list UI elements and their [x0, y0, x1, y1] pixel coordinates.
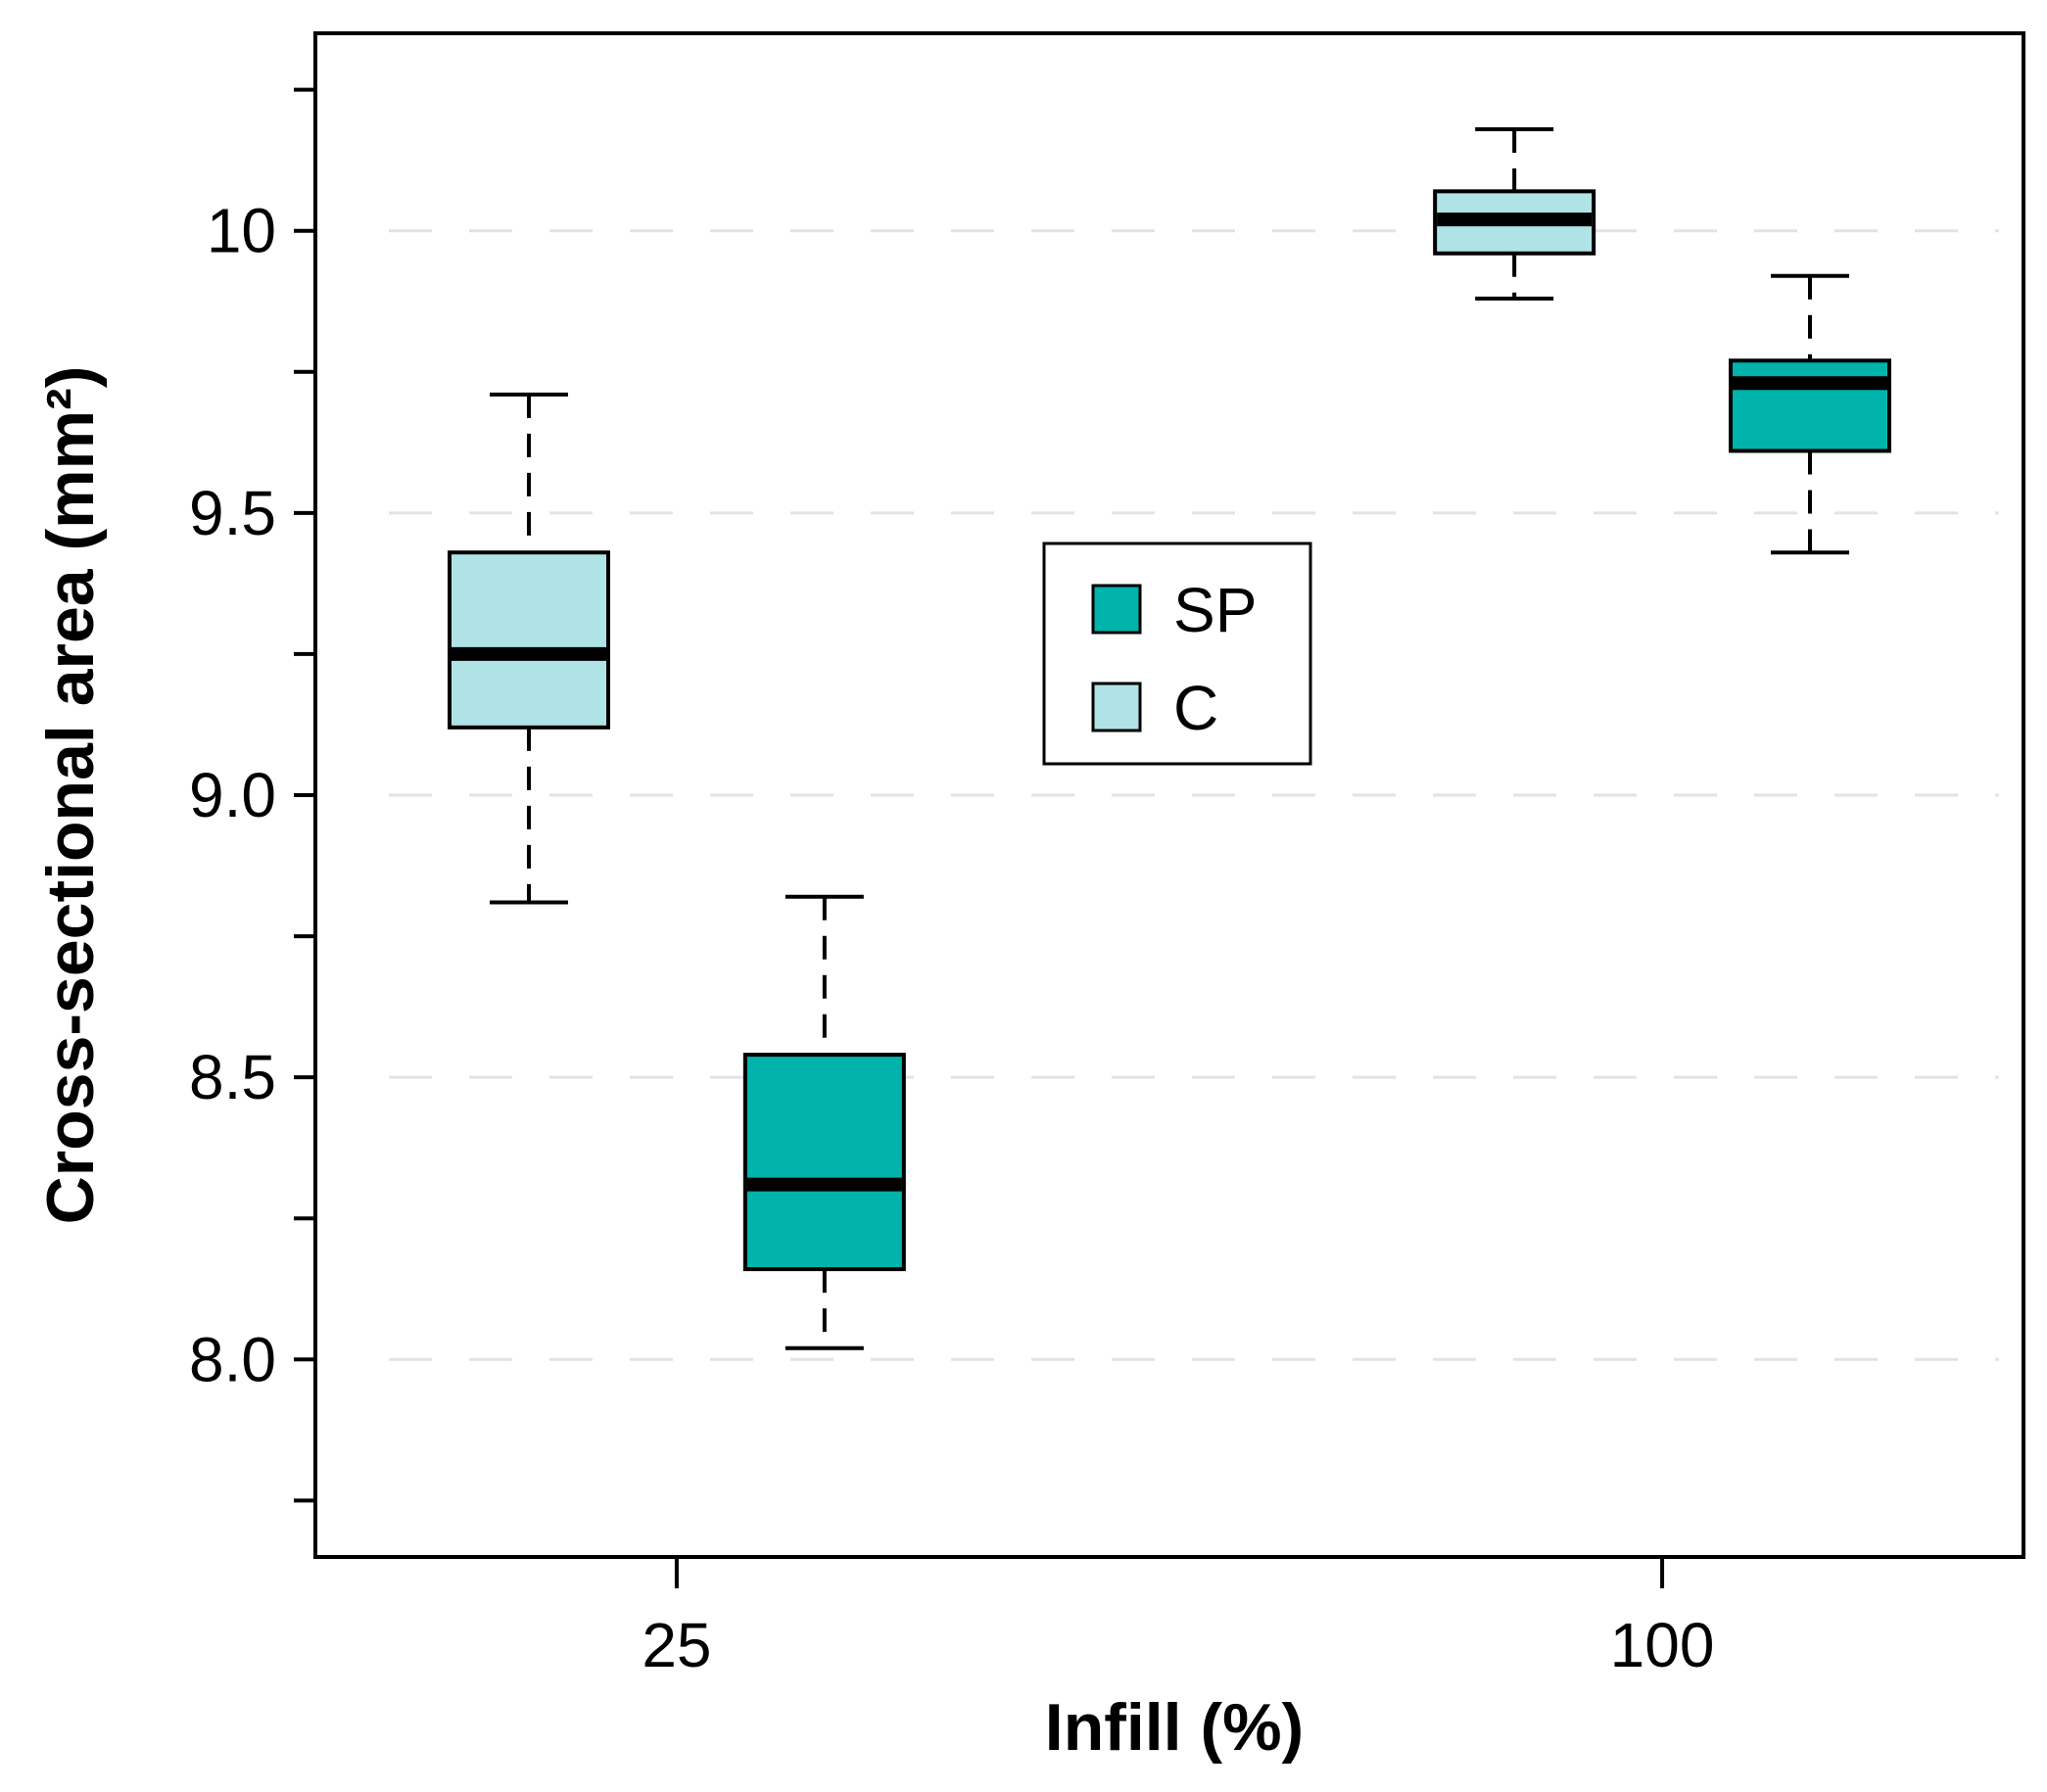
x-tick-label-25: 25 [642, 1610, 711, 1680]
legend: SP C [1042, 542, 1312, 766]
y-tick-label-10: 10 [207, 196, 276, 266]
legend-label-c: C [1173, 673, 1218, 743]
y-tick-label-9.0: 9.0 [189, 760, 276, 830]
x-axis: 25 100 [642, 1557, 1714, 1680]
box-sp-25 [742, 894, 906, 1350]
legend-swatch-c [1091, 682, 1142, 732]
box-plots [448, 126, 1891, 1350]
x-tick-label-100: 100 [1610, 1610, 1715, 1680]
legend-label-sp: SP [1173, 575, 1257, 645]
y-tick-label-8.0: 8.0 [189, 1324, 276, 1394]
box-iqr-c-25 [448, 550, 610, 730]
y-axis: 8.0 8.5 9.0 9.5 10 [189, 87, 315, 1503]
legend-swatch-sp [1091, 584, 1142, 635]
y-tick-label-9.5: 9.5 [189, 478, 276, 548]
grid-lines [389, 229, 1999, 1361]
box-iqr-sp-100 [1729, 358, 1891, 453]
y-axis-title: Cross-sectional area (mm²) [33, 366, 108, 1225]
box-c-100 [1433, 126, 1596, 301]
x-axis-title: Infill (%) [1045, 1690, 1304, 1765]
box-sp-100 [1729, 273, 1891, 555]
box-iqr-sp-25 [742, 1053, 906, 1272]
y-tick-label-8.5: 8.5 [189, 1042, 276, 1112]
box-c-25 [448, 392, 610, 905]
legend-frame [1042, 542, 1312, 766]
